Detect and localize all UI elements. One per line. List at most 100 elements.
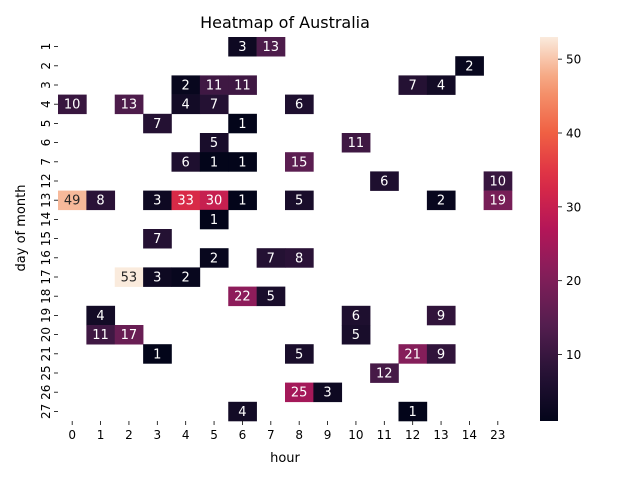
cell-value-label: 2 <box>437 194 445 209</box>
cell-value-label: 1 <box>238 117 246 132</box>
cell-value-label: 4 <box>437 79 445 94</box>
heatmap-cell <box>228 286 257 307</box>
cell-value-label: 10 <box>490 175 507 190</box>
x-tick-label: 23 <box>490 428 505 442</box>
colorbar-tick-label: 50 <box>566 53 581 67</box>
x-axis-ticks: 0 1 2 3 4 5 6 7 8 9 10 11 12 13 14 23 <box>68 421 505 442</box>
heatmap-cell <box>341 325 371 345</box>
cell-value-label: 1 <box>210 155 218 170</box>
colorbar-tick-label: 10 <box>566 348 581 362</box>
cell-value-label: 33 <box>177 194 194 209</box>
x-tick-label: 13 <box>433 428 448 442</box>
heatmap-cell <box>370 171 399 191</box>
heatmap-cell <box>483 171 513 191</box>
colorbar: 10 20 30 40 50 <box>540 37 581 421</box>
heatmap-cell <box>143 267 172 287</box>
heatmap-cell <box>143 344 172 364</box>
cell-value-label: 9 <box>437 347 445 362</box>
cell-value-label: 3 <box>323 386 331 401</box>
cell-value-label: 7 <box>210 98 218 113</box>
heatmap-cell <box>285 94 314 115</box>
cell-value-label: 2 <box>182 271 190 286</box>
y-tick-label: 15 <box>39 231 53 246</box>
cell-value-label: 7 <box>153 232 161 247</box>
x-tick-label: 10 <box>348 428 363 442</box>
cell-value-label: 5 <box>295 347 303 362</box>
heatmap-cell <box>426 190 456 211</box>
heatmap-cell <box>285 344 314 364</box>
x-tick-label: 0 <box>68 428 76 442</box>
cell-value-label: 6 <box>380 175 388 190</box>
heatmap-cell <box>114 267 144 287</box>
heatmap-cell <box>199 133 229 153</box>
x-tick-label: 2 <box>125 428 133 442</box>
heatmap-cell <box>256 37 286 57</box>
cell-value-label: 22 <box>234 290 251 305</box>
x-tick-label: 3 <box>153 428 161 442</box>
cell-value-label: 6 <box>182 155 190 170</box>
cell-value-label: 7 <box>267 251 275 266</box>
cell-value-label: 11 <box>234 79 251 94</box>
y-tick-label: 21 <box>39 346 53 361</box>
cell-value-label: 49 <box>64 194 81 209</box>
heatmap-cell <box>171 267 201 287</box>
heatmap-cell <box>228 190 257 211</box>
y-tick-label: 16 <box>39 250 53 265</box>
cell-value-label: 8 <box>295 251 303 266</box>
chart-title: Heatmap of Australia <box>200 13 370 32</box>
cell-value-label: 11 <box>348 136 365 151</box>
heatmap-cell <box>199 248 229 268</box>
cell-value-label: 2 <box>182 79 190 94</box>
heatmap-cell <box>228 37 257 57</box>
heatmap-cell <box>341 133 371 153</box>
cell-value-label: 3 <box>153 271 161 286</box>
x-tick-label: 5 <box>210 428 218 442</box>
y-tick-label: 6 <box>39 139 53 147</box>
x-tick-label: 9 <box>324 428 332 442</box>
heatmap-cell <box>143 229 172 249</box>
cell-value-label: 7 <box>153 117 161 132</box>
y-tick-label: 27 <box>39 404 53 419</box>
y-tick-label: 17 <box>39 269 53 284</box>
heatmap-cell <box>199 209 229 230</box>
cell-value-label: 2 <box>210 251 218 266</box>
y-tick-label: 19 <box>39 308 53 323</box>
cell-value-label: 7 <box>409 79 417 94</box>
heatmap-cell <box>285 152 314 172</box>
heatmap-cell <box>426 75 456 95</box>
cell-value-label: 4 <box>182 98 190 113</box>
cell-value-label: 25 <box>291 386 308 401</box>
colorbar-gradient <box>540 37 558 421</box>
y-tick-label: 25 <box>39 365 53 380</box>
heatmap-cell <box>199 75 229 95</box>
cell-value-label: 1 <box>238 155 246 170</box>
cell-value-label: 4 <box>238 405 246 420</box>
x-tick-label: 4 <box>182 428 190 442</box>
cell-value-label: 30 <box>206 194 223 209</box>
heatmap-cell <box>256 286 286 307</box>
y-tick-label: 4 <box>39 100 53 108</box>
cell-value-label: 5 <box>295 194 303 209</box>
heatmap-cell <box>86 190 116 211</box>
heatmap-cell <box>171 94 201 115</box>
cell-value-label: 12 <box>376 367 393 382</box>
colorbar-tick-label: 30 <box>566 200 581 214</box>
x-tick-label: 6 <box>239 428 247 442</box>
cell-value-label: 8 <box>96 194 104 209</box>
x-tick-label: 12 <box>405 428 420 442</box>
colorbar-tick-label: 40 <box>566 127 581 141</box>
heatmap-cell <box>285 190 314 211</box>
cell-value-label: 13 <box>263 40 280 55</box>
heatmap-cell <box>313 382 343 403</box>
cell-value-label: 5 <box>210 136 218 151</box>
heatmap-cell <box>58 94 87 115</box>
x-tick-label: 14 <box>462 428 477 442</box>
cell-value-label: 9 <box>437 309 445 324</box>
heatmap-cell <box>228 152 257 172</box>
cell-value-label: 15 <box>291 155 308 170</box>
cell-value-label: 6 <box>295 98 303 113</box>
